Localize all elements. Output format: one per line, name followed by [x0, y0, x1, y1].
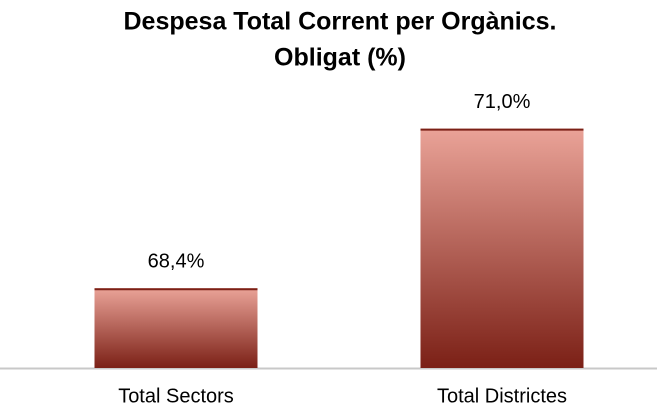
x-tick-label: Total Districtes	[437, 385, 567, 407]
x-tick-label: Total Sectors	[118, 385, 234, 407]
bar	[420, 128, 584, 368]
value-label: 71,0%	[474, 91, 531, 113]
chart-subtitle: Obligat (%)	[274, 44, 406, 72]
value-label: 68,4%	[148, 251, 205, 273]
chart-title: Despesa Total Corrent per Orgànics.	[124, 8, 557, 36]
bar	[94, 288, 258, 368]
